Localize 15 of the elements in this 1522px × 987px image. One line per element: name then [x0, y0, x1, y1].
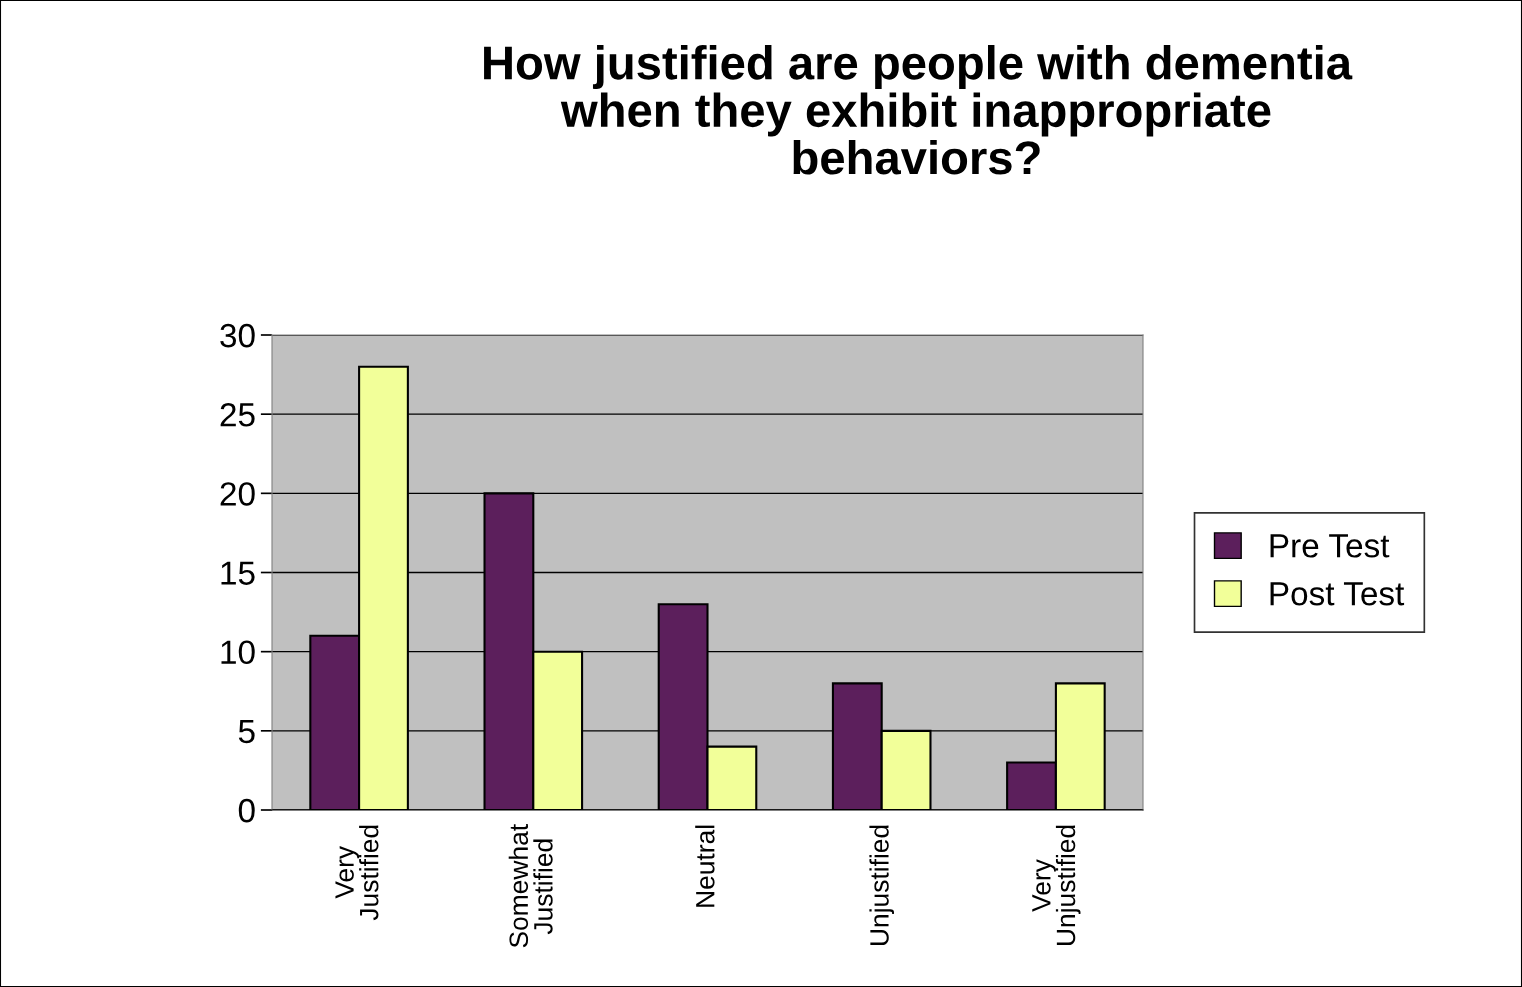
legend-label: Pre Test [1270, 534, 1390, 558]
y-tick-label: 15 [221, 561, 255, 585]
y-tick-label: 10 [221, 640, 255, 665]
y-tick-label: 0 [238, 798, 255, 823]
chart-title: How justified are people with dementia when they exhibit inappropriate behaviors? [484, 45, 1353, 175]
x-tick-label: Very Unjustified [1032, 825, 1081, 946]
x-tick-label: Very Justified [335, 825, 379, 921]
x-tick-label: Somewhat Justified [508, 824, 553, 948]
y-tick-label: 25 [220, 402, 255, 427]
legend-label: Post Test [1270, 582, 1405, 606]
x-tick-label: Neutral [695, 825, 715, 907]
y-tick-label: 20 [220, 482, 255, 506]
x-tick-label: Unjustified [869, 825, 894, 946]
y-tick-label: 30 [220, 323, 255, 348]
y-tick-label: 5 [238, 719, 255, 744]
